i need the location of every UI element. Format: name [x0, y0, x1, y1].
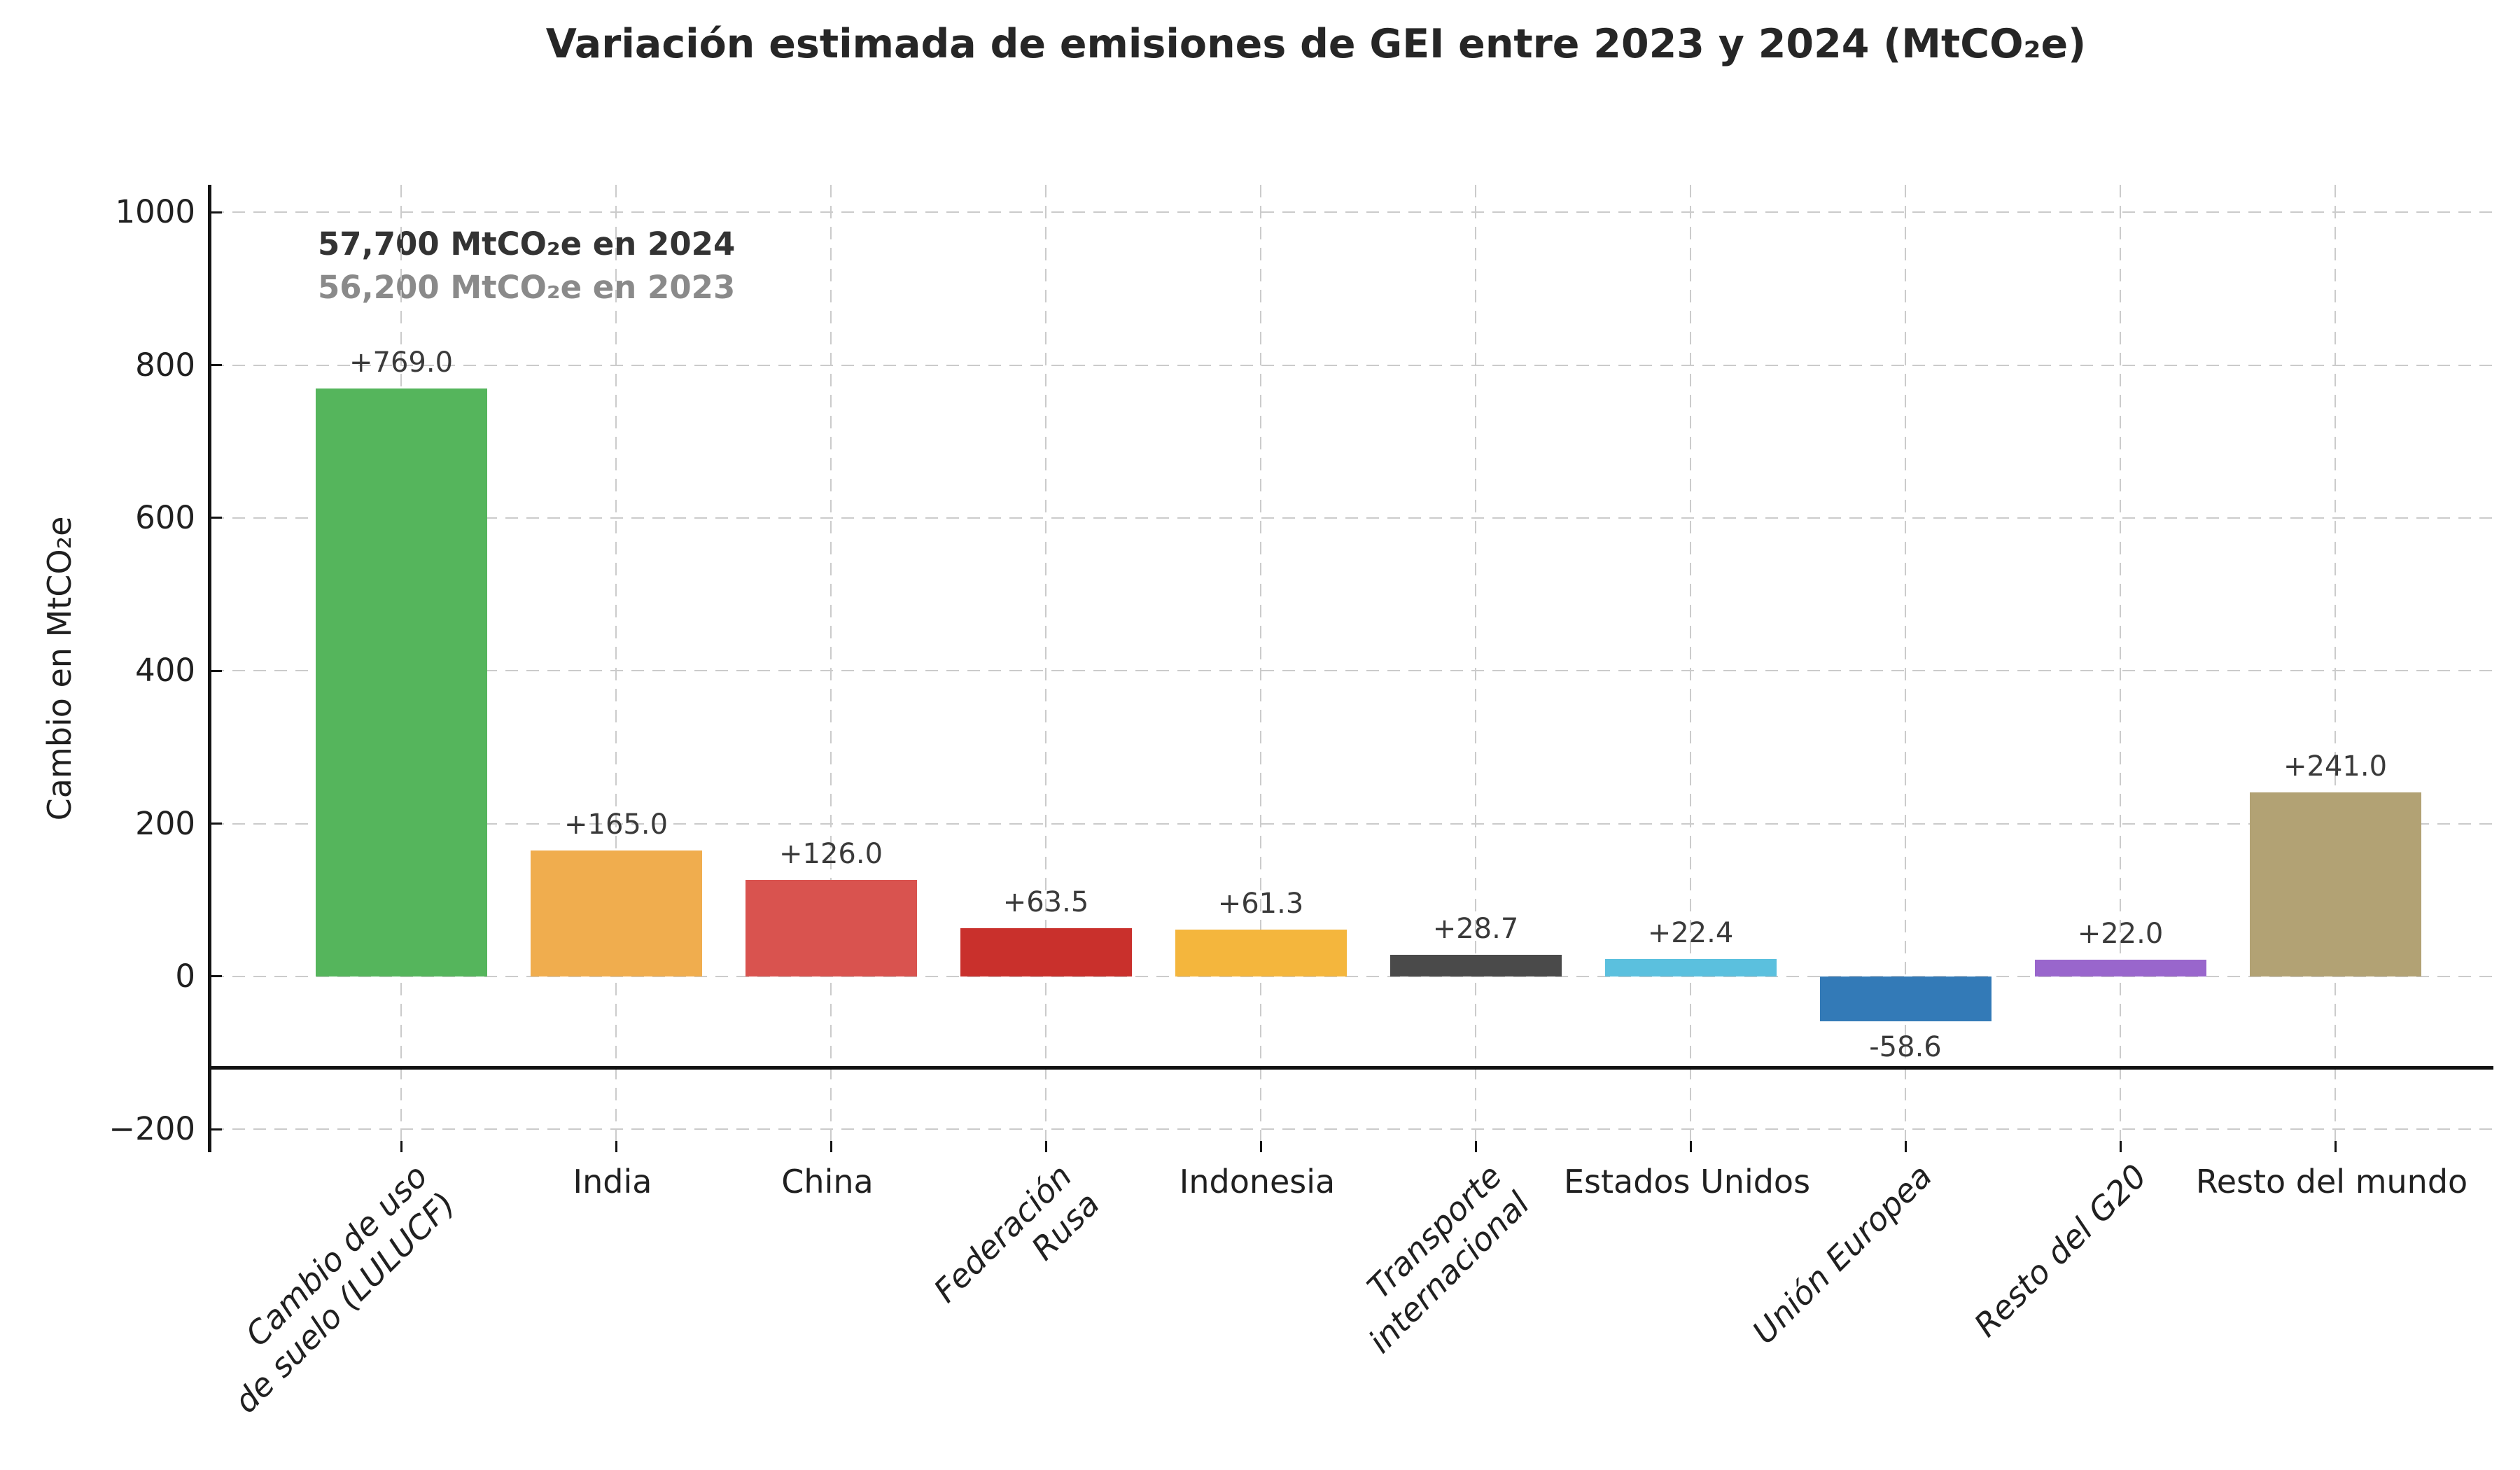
vertical-gridline: [1690, 185, 1691, 1152]
x-tick-mark: [1044, 1141, 1047, 1152]
y-tick-label: 1000: [115, 193, 195, 231]
bar-value-label: +22.4: [1647, 917, 1734, 950]
x-tick-label-line: Estados Unidos: [1563, 1163, 1811, 1200]
bar-5: [1175, 930, 1347, 976]
bar-value-label: +63.5: [1002, 886, 1089, 918]
horizontal-gridline: [211, 670, 2493, 672]
x-tick-mark: [615, 1141, 617, 1152]
bar-value-label: +61.3: [1217, 888, 1304, 920]
vertical-gridline: [1045, 185, 1046, 1152]
x-tick-label-7: Estados Unidos: [1564, 1162, 1810, 1201]
bar-6: [1390, 954, 1562, 976]
x-tick-label-1: Cambio de uso de suelo (LULUCF): [198, 1156, 463, 1421]
chart-title: Variación estimada de emisiones de GEI e…: [545, 21, 2087, 67]
bar-value-label: +28.7: [1432, 912, 1519, 945]
x-tick-label-line: Resto del G20: [1966, 1156, 2154, 1345]
bar-value-label: +22.0: [2077, 917, 2164, 950]
y-tick-mark: [211, 975, 222, 978]
x-tick-label-line: India: [573, 1163, 652, 1200]
x-tick-label-line: Resto del mundo: [2195, 1163, 2468, 1200]
x-tick-mark: [1904, 1141, 1907, 1152]
x-tick-label-line: China: [781, 1163, 874, 1200]
vertical-gridline: [1475, 185, 1476, 1152]
vertical-gridline: [2334, 185, 2336, 1152]
x-tick-label-2: India: [573, 1162, 652, 1201]
totals-annotation: 57,700 MtCO₂e en 2024 56,200 MtCO₂e en 2…: [318, 223, 735, 309]
horizontal-gridline: [211, 517, 2493, 519]
bar-value-label: +165.0: [564, 808, 668, 841]
vertical-gridline: [1905, 185, 1906, 1152]
bar-value-label: +241.0: [2283, 750, 2388, 783]
x-tick-mark: [400, 1141, 402, 1152]
bar-value-label: +769.0: [349, 346, 454, 379]
y-tick-label: 800: [135, 346, 195, 384]
y-tick-label: 200: [135, 804, 195, 842]
horizontal-gridline: [211, 211, 2493, 214]
x-tick-label-9: Resto del G20: [1966, 1156, 2155, 1345]
total-2023-text: 56,200 MtCO₂e en 2023: [318, 269, 736, 306]
x-tick-label-3: China: [781, 1162, 873, 1201]
x-tick-mark: [830, 1141, 832, 1152]
bar-1: [315, 388, 487, 976]
y-tick-mark: [211, 211, 222, 214]
horizontal-gridline: [211, 822, 2493, 825]
y-tick-label: 400: [135, 652, 195, 690]
vertical-gridline: [1260, 185, 1261, 1152]
y-tick-mark: [211, 822, 222, 825]
plot-area: 57,700 MtCO₂e en 2024 56,200 MtCO₂e en 2…: [108, 185, 2493, 1152]
x-tick-mark: [1689, 1141, 1692, 1152]
y-tick-label: −200: [108, 1110, 195, 1148]
vertical-gridline: [2120, 185, 2121, 1152]
y-tick-label: 600: [135, 498, 195, 536]
horizontal-gridline: [211, 1128, 2493, 1130]
vertical-gridline: [615, 185, 617, 1152]
x-tick-mark: [1474, 1141, 1477, 1152]
x-tick-label-4: Federación Rusa: [926, 1156, 1107, 1338]
total-2024-text: 57,700 MtCO₂e en 2024: [318, 225, 736, 262]
y-tick-mark: [211, 1128, 222, 1130]
bar-2: [530, 850, 702, 976]
vertical-gridline: [830, 185, 832, 1152]
x-tick-mark: [2334, 1141, 2337, 1152]
bar-7: [1604, 959, 1777, 976]
bar-9: [2034, 959, 2206, 976]
x-tick-label-10: Resto del mundo: [2196, 1162, 2468, 1201]
x-tick-label-line: Indonesia: [1179, 1163, 1336, 1200]
horizontal-gridline: [211, 975, 2493, 977]
y-tick-mark: [211, 517, 222, 519]
bar-10: [2249, 792, 2421, 976]
y-tick-mark: [211, 669, 222, 672]
x-tick-label-6: Transporte internacional: [1333, 1156, 1537, 1361]
x-tick-label-5: Indonesia: [1180, 1162, 1335, 1201]
bar-4: [960, 927, 1132, 976]
x-tick-mark: [2119, 1141, 2122, 1152]
bar-value-label: +126.0: [778, 838, 883, 871]
horizontal-gridline: [211, 364, 2493, 366]
zero-reference-line: [211, 1066, 2493, 1070]
bar-value-label: -58.6: [1869, 1030, 1942, 1063]
bar-8: [1819, 976, 1991, 1021]
bar-3: [745, 880, 917, 976]
y-tick-mark: [211, 364, 222, 367]
x-tick-mark: [1259, 1141, 1262, 1152]
y-tick-label: 0: [175, 957, 195, 995]
